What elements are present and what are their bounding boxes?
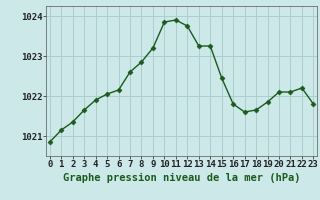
X-axis label: Graphe pression niveau de la mer (hPa): Graphe pression niveau de la mer (hPa) bbox=[63, 173, 300, 183]
